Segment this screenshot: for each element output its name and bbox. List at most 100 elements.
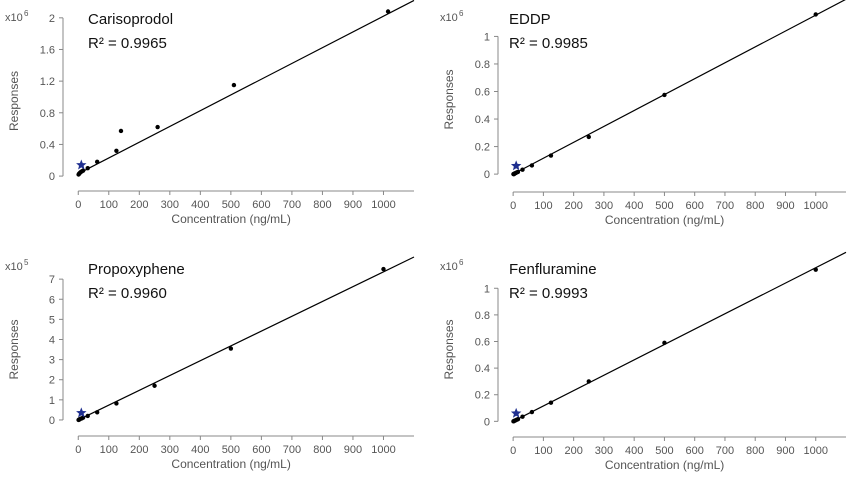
y-axis-title: Responses	[7, 319, 21, 379]
x-tick-label: 500	[655, 200, 673, 212]
x-tick-label: 0	[510, 200, 516, 212]
x-tick-label: 200	[564, 200, 582, 212]
data-point	[80, 168, 86, 173]
data-point	[85, 413, 90, 419]
x-tick-label: 200	[130, 444, 148, 456]
x-tick-label: 100	[534, 445, 552, 457]
chart-title: Propoxyphene	[88, 261, 185, 278]
y-multiplier-label: x10	[5, 261, 23, 273]
data-point	[515, 169, 521, 175]
x-tick-label: 400	[191, 199, 209, 211]
x-tick-label: 300	[161, 199, 179, 211]
x-tick-label: 1000	[803, 445, 827, 457]
r2-label: R² = 0.9960	[88, 285, 167, 302]
r2-label: R² = 0.9965	[88, 35, 167, 52]
data-point	[520, 167, 525, 172]
x-tick-label: 900	[344, 199, 362, 211]
x-tick-label: 0	[75, 199, 81, 211]
x-axis-title: Concentration (ng/mL)	[605, 213, 724, 227]
data-point	[85, 165, 90, 171]
data-point	[529, 409, 535, 415]
chart-panel: 0 0.2 0.4 0.6 0.8 1 0 100 200 300 400 500 600 700 800 9…	[440, 251, 847, 472]
data-point	[586, 379, 591, 384]
fit-line	[77, 0, 415, 175]
x-tick-label: 500	[655, 445, 673, 457]
y-tick-label: 1	[49, 395, 55, 407]
data-point	[586, 134, 591, 140]
x-tick-label: 300	[595, 445, 613, 457]
chart-panel: 0 0.4 0.8 1.2 1.6 2 0 100 200 300 400 500 600 700 800 9…	[5, 0, 415, 226]
data-point	[152, 383, 157, 388]
data-point	[231, 82, 237, 88]
y-tick-label: 0	[49, 171, 55, 183]
data-point	[813, 12, 818, 17]
x-axis-title: Concentration (ng/mL)	[171, 457, 290, 471]
chart-panel: 0 1 2 3 4 5 6 7 0 100 200 300 400 500 600 700 800 900 1000…	[5, 256, 415, 471]
y-tick-label: 0	[484, 416, 490, 428]
data-point	[662, 340, 667, 346]
fit-line	[512, 0, 846, 175]
x-tick-label: 1000	[803, 200, 827, 212]
x-tick-label: 800	[313, 444, 331, 456]
x-tick-label: 1000	[371, 199, 395, 211]
data-point	[662, 92, 667, 98]
x-tick-label: 500	[222, 199, 240, 211]
y-tick-label: 0.8	[475, 310, 490, 322]
data-point	[548, 153, 554, 158]
y-tick-label: 2	[49, 375, 55, 387]
star-marker	[76, 407, 87, 418]
y-tick-label: 3	[49, 355, 55, 367]
y-tick-label: 5	[49, 314, 55, 326]
star-marker	[510, 407, 522, 418]
x-tick-label: 600	[252, 199, 270, 211]
x-tick-label: 800	[746, 200, 764, 212]
y-axis-title: Responses	[7, 71, 21, 131]
r2-label: R² = 0.9993	[509, 285, 588, 302]
x-tick-label: 0	[510, 445, 516, 457]
x-axis-title: Concentration (ng/mL)	[605, 458, 724, 472]
y-multiplier-label: x10	[5, 12, 23, 24]
y-tick-label: 1	[484, 31, 490, 43]
y-tick-label: 1	[484, 283, 490, 295]
data-point	[228, 346, 234, 351]
y-tick-label: 7	[49, 274, 55, 286]
y-tick-label: 0.8	[475, 59, 490, 71]
x-tick-label: 700	[716, 445, 734, 457]
x-tick-label: 100	[100, 199, 118, 211]
fit-line	[512, 251, 847, 422]
chart-panel: 0 0.2 0.4 0.6 0.8 1 0 100 200 300 400 500 600 700 800 9…	[440, 0, 846, 227]
y-multiplier-exponent: 5	[24, 258, 29, 267]
x-tick-label: 900	[776, 200, 794, 212]
y-tick-label: 1.2	[40, 76, 55, 88]
data-point	[813, 267, 818, 272]
x-axis-title: Concentration (ng/mL)	[171, 212, 290, 226]
x-tick-label: 200	[564, 445, 582, 457]
y-tick-label: 0	[484, 169, 490, 181]
x-tick-label: 500	[222, 444, 240, 456]
y-multiplier-exponent: 6	[24, 9, 29, 18]
x-tick-label: 700	[716, 200, 734, 212]
x-tick-label: 400	[191, 444, 209, 456]
data-point	[114, 148, 119, 153]
fit-line	[77, 256, 415, 421]
y-tick-label: 0.4	[475, 114, 490, 126]
y-multiplier-exponent: 6	[459, 258, 464, 267]
y-tick-label: 4	[49, 334, 55, 346]
x-tick-label: 400	[625, 200, 643, 212]
x-tick-label: 400	[625, 445, 643, 457]
y-tick-label: 0.4	[40, 139, 55, 151]
x-tick-label: 600	[686, 200, 704, 212]
y-tick-label: 6	[49, 294, 55, 306]
data-point	[155, 124, 160, 130]
data-point	[114, 401, 119, 406]
star-marker	[510, 160, 522, 171]
x-tick-label: 100	[534, 200, 552, 212]
x-tick-label: 700	[283, 199, 301, 211]
x-tick-label: 800	[313, 199, 331, 211]
y-tick-label: 0.4	[475, 363, 490, 375]
x-tick-label: 900	[344, 444, 362, 456]
x-tick-label: 200	[130, 199, 148, 211]
y-tick-label: 0.2	[475, 142, 490, 154]
x-tick-label: 600	[252, 444, 270, 456]
y-tick-label: 0.2	[475, 390, 490, 402]
